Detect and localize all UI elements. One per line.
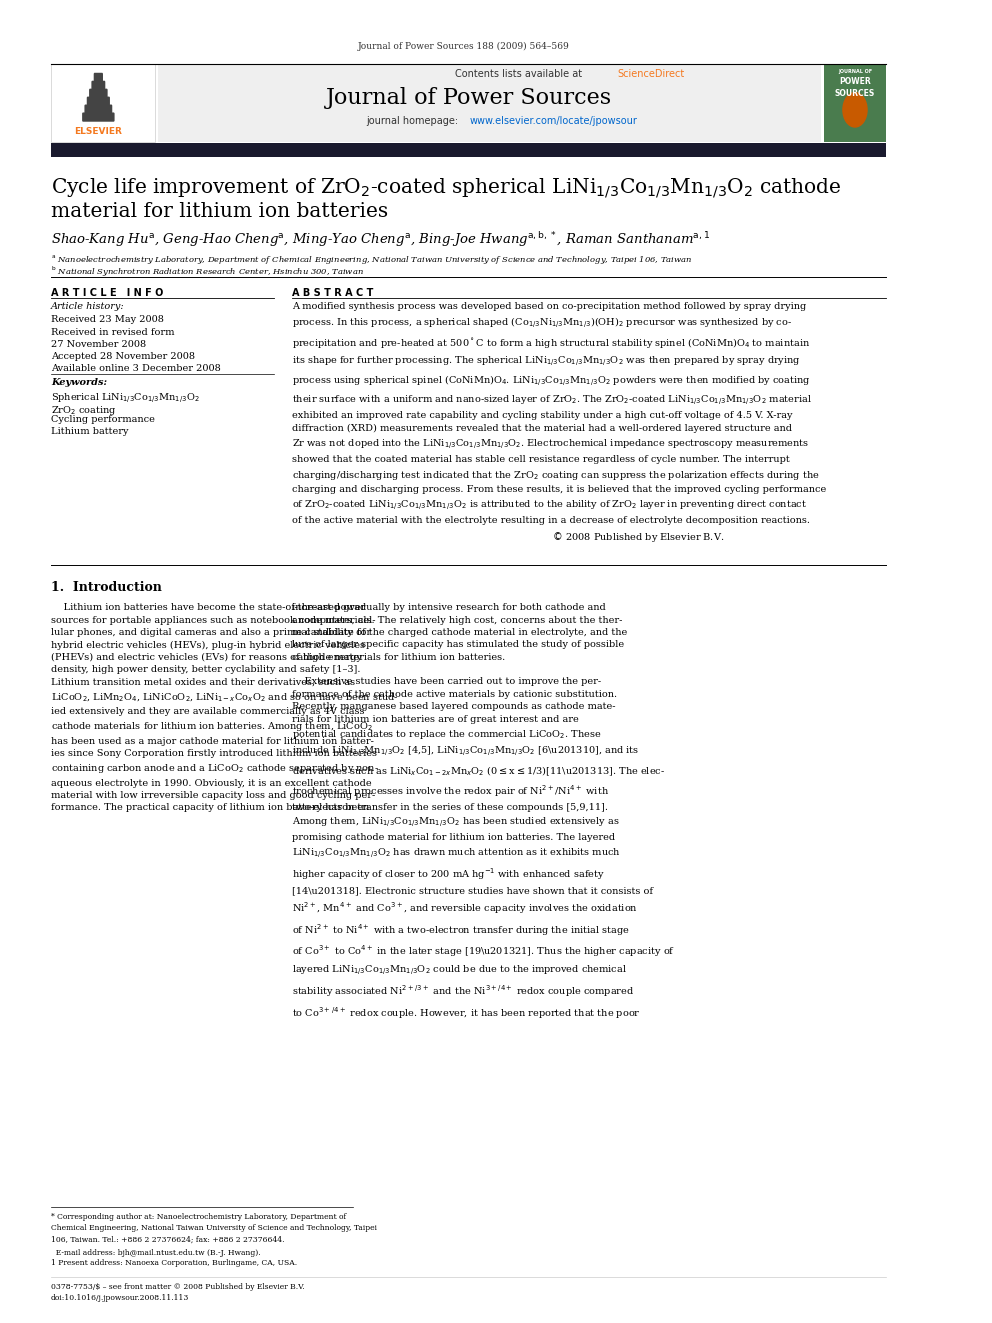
FancyBboxPatch shape — [51, 143, 886, 157]
FancyBboxPatch shape — [91, 81, 105, 90]
Circle shape — [843, 93, 867, 127]
Text: Journal of Power Sources: Journal of Power Sources — [325, 87, 612, 110]
Text: Spherical LiNi$_{1/3}$Co$_{1/3}$Mn$_{1/3}$O$_2$: Spherical LiNi$_{1/3}$Co$_{1/3}$Mn$_{1/3… — [51, 392, 200, 406]
FancyBboxPatch shape — [84, 105, 112, 114]
Text: Received 23 May 2008: Received 23 May 2008 — [51, 315, 164, 324]
FancyBboxPatch shape — [93, 73, 103, 82]
Text: * Corresponding author at: Nanoelectrochemistry Laboratory, Department of
Chemic: * Corresponding author at: Nanoelectroch… — [51, 1213, 377, 1244]
Text: Lithium ion batteries have become the state-of-the-art power
sources for portabl: Lithium ion batteries have become the st… — [51, 603, 399, 812]
Text: Keywords:: Keywords: — [51, 378, 107, 388]
Text: www.elsevier.com/locate/jpowsour: www.elsevier.com/locate/jpowsour — [469, 116, 637, 127]
Text: Shao-Kang Hu$^\mathrm{a}$, Geng-Hao Cheng$^\mathrm{a}$, Ming-Yao Cheng$^\mathrm{: Shao-Kang Hu$^\mathrm{a}$, Geng-Hao Chen… — [51, 230, 710, 249]
FancyBboxPatch shape — [824, 64, 886, 142]
Text: Journal of Power Sources 188 (2009) 564–569: Journal of Power Sources 188 (2009) 564–… — [358, 42, 569, 52]
Text: doi:10.1016/j.jpowsour.2008.11.113: doi:10.1016/j.jpowsour.2008.11.113 — [51, 1294, 189, 1302]
Text: 27 November 2008: 27 November 2008 — [51, 340, 146, 349]
Text: Received in revised form: Received in revised form — [51, 328, 175, 337]
Text: Contents lists available at: Contents lists available at — [454, 69, 585, 79]
Text: Available online 3 December 2008: Available online 3 December 2008 — [51, 364, 221, 373]
Text: ZrO$_2$ coating: ZrO$_2$ coating — [51, 404, 117, 417]
Text: 0378-7753/$ – see front matter © 2008 Published by Elsevier B.V.: 0378-7753/$ – see front matter © 2008 Pu… — [51, 1283, 305, 1291]
Text: ScienceDirect: ScienceDirect — [617, 69, 684, 79]
Text: JOURNAL OF: JOURNAL OF — [838, 69, 872, 74]
Text: journal homepage:: journal homepage: — [366, 116, 461, 127]
Text: Accepted 28 November 2008: Accepted 28 November 2008 — [51, 352, 195, 361]
Text: 1.  Introduction: 1. Introduction — [51, 581, 162, 594]
Text: SOURCES: SOURCES — [835, 89, 875, 98]
Text: A modified synthesis process was developed based on co-precipitation method foll: A modified synthesis process was develop… — [293, 302, 826, 544]
Text: ELSEVIER: ELSEVIER — [74, 127, 122, 136]
Text: Cycle life improvement of ZrO$_2$-coated spherical LiNi$_{1/3}$Co$_{1/3}$Mn$_{1/: Cycle life improvement of ZrO$_2$-coated… — [51, 176, 842, 200]
Text: Cycling performance: Cycling performance — [51, 415, 155, 425]
FancyBboxPatch shape — [51, 64, 155, 142]
FancyBboxPatch shape — [89, 89, 107, 98]
Text: E-mail address: bjh@mail.ntust.edu.tw (B.-J. Hwang).: E-mail address: bjh@mail.ntust.edu.tw (B… — [51, 1249, 261, 1257]
FancyBboxPatch shape — [86, 97, 110, 106]
FancyBboxPatch shape — [158, 64, 821, 142]
Text: 1 Present address: Nanoexa Corporation, Burlingame, CA, USA.: 1 Present address: Nanoexa Corporation, … — [51, 1259, 298, 1267]
Text: A R T I C L E   I N F O: A R T I C L E I N F O — [51, 288, 164, 299]
Text: POWER: POWER — [839, 77, 871, 86]
Text: increased gradually by intensive research for both cathode and
anode materials. : increased gradually by intensive researc… — [293, 603, 676, 1021]
Text: $^\mathrm{a}$ Nanoelectrochemistry Laboratory, Department of Chemical Engineerin: $^\mathrm{a}$ Nanoelectrochemistry Labor… — [51, 253, 692, 266]
Text: Lithium battery: Lithium battery — [51, 427, 129, 437]
Text: Article history:: Article history: — [51, 302, 125, 311]
Text: A B S T R A C T: A B S T R A C T — [293, 288, 374, 299]
FancyBboxPatch shape — [82, 112, 115, 122]
Text: material for lithium ion batteries: material for lithium ion batteries — [51, 202, 388, 221]
Text: $^\mathrm{b}$ National Synchrotron Radiation Research Center, Hsinchu 300, Taiwa: $^\mathrm{b}$ National Synchrotron Radia… — [51, 265, 364, 279]
